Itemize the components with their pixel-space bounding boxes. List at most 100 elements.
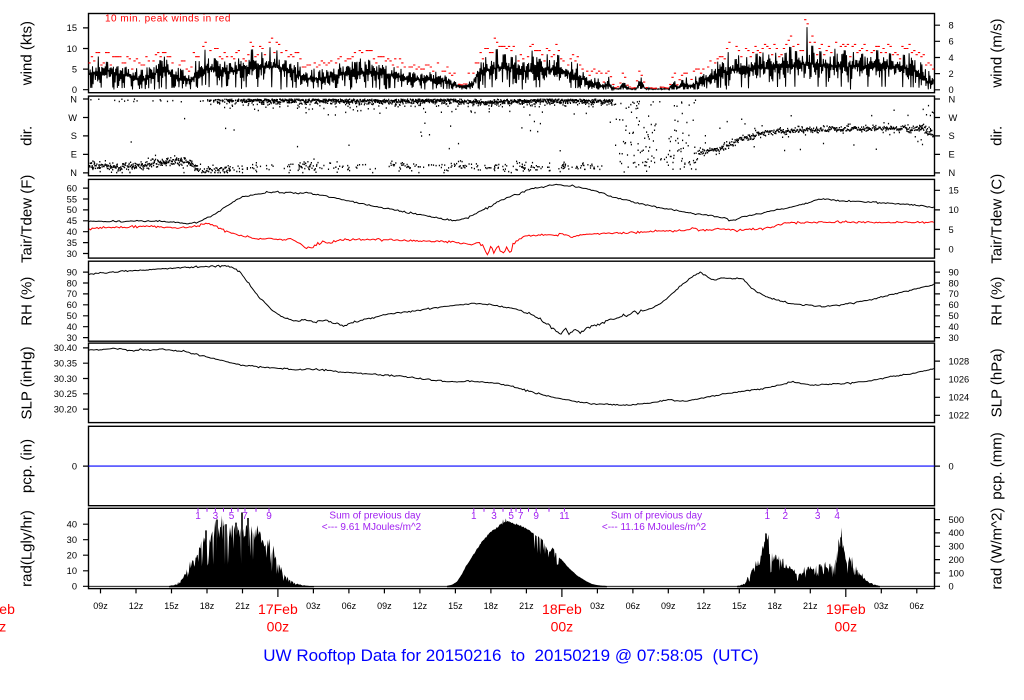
svg-text:30: 30 xyxy=(67,333,77,343)
svg-text:00z: 00z xyxy=(551,618,574,634)
svg-text:1028: 1028 xyxy=(949,356,970,366)
svg-text:10: 10 xyxy=(949,205,959,215)
svg-text:1024: 1024 xyxy=(949,393,970,403)
svg-text:0: 0 xyxy=(949,461,954,471)
svg-text:21z: 21z xyxy=(519,601,534,611)
svg-text:RH (%): RH (%) xyxy=(989,277,1006,326)
svg-text:45: 45 xyxy=(67,216,77,226)
svg-text:N: N xyxy=(70,94,77,104)
svg-text:40: 40 xyxy=(67,322,77,332)
svg-text:0: 0 xyxy=(72,85,77,95)
svg-text:9: 9 xyxy=(533,511,539,522)
svg-text:30: 30 xyxy=(949,333,959,343)
svg-text:0: 0 xyxy=(72,461,77,471)
svg-text:wind (m/s): wind (m/s) xyxy=(989,19,1006,89)
svg-text:1: 1 xyxy=(195,511,201,522)
svg-text:30.30: 30.30 xyxy=(54,374,77,384)
svg-text:0: 0 xyxy=(949,244,954,254)
svg-text:N: N xyxy=(949,168,956,178)
svg-text:12z: 12z xyxy=(413,601,428,611)
svg-text:00z: 00z xyxy=(0,618,6,634)
svg-text:40: 40 xyxy=(67,520,77,530)
svg-text:50: 50 xyxy=(67,311,77,321)
svg-text:SLP (hPa): SLP (hPa) xyxy=(989,348,1006,417)
svg-text:12z: 12z xyxy=(697,601,712,611)
svg-text:09z: 09z xyxy=(377,601,392,611)
svg-text:30.40: 30.40 xyxy=(54,343,77,353)
svg-text:Tair/Tdew (F): Tair/Tdew (F) xyxy=(19,175,36,263)
svg-text:60: 60 xyxy=(67,300,77,310)
svg-text:5: 5 xyxy=(508,511,514,522)
svg-text:16Feb: 16Feb xyxy=(0,601,15,617)
svg-text:1: 1 xyxy=(471,511,477,522)
svg-text:10 min. peak winds in red: 10 min. peak winds in red xyxy=(105,13,231,24)
svg-text:5: 5 xyxy=(229,511,235,522)
svg-text:70: 70 xyxy=(949,289,959,299)
svg-text:40: 40 xyxy=(949,322,959,332)
svg-text:60: 60 xyxy=(949,300,959,310)
svg-text:6: 6 xyxy=(949,37,954,47)
svg-text:E: E xyxy=(71,150,77,160)
svg-text:9: 9 xyxy=(266,511,272,522)
svg-text:2: 2 xyxy=(783,511,789,522)
svg-text:pcp. (mm): pcp. (mm) xyxy=(989,432,1006,500)
svg-text:50: 50 xyxy=(949,311,959,321)
svg-text:03z: 03z xyxy=(306,601,321,611)
svg-text:12z: 12z xyxy=(129,601,144,611)
svg-text:15: 15 xyxy=(949,186,959,196)
svg-text:4: 4 xyxy=(834,511,840,522)
svg-text:Tair/Tdew (C): Tair/Tdew (C) xyxy=(989,174,1006,264)
svg-text:Sum of previous day: Sum of previous day xyxy=(329,511,420,522)
svg-text:E: E xyxy=(949,150,955,160)
svg-text:1026: 1026 xyxy=(949,375,970,385)
svg-text:<--- 11.16 MJoules/m^2: <--- 11.16 MJoules/m^2 xyxy=(602,522,707,533)
svg-text:S: S xyxy=(949,131,955,141)
svg-text:wind (kts): wind (kts) xyxy=(19,21,36,86)
svg-text:30.25: 30.25 xyxy=(54,389,77,399)
svg-text:3: 3 xyxy=(491,511,497,522)
svg-text:2: 2 xyxy=(949,69,954,79)
svg-text:W: W xyxy=(949,113,958,123)
svg-text:09z: 09z xyxy=(661,601,676,611)
svg-text:100: 100 xyxy=(949,568,965,578)
svg-text:400: 400 xyxy=(949,528,965,538)
svg-text:90: 90 xyxy=(949,267,959,277)
svg-text:1: 1 xyxy=(765,511,771,522)
svg-text:50: 50 xyxy=(67,205,77,215)
svg-text:7: 7 xyxy=(518,511,524,522)
svg-text:18Feb: 18Feb xyxy=(542,601,582,617)
svg-text:60: 60 xyxy=(67,183,77,193)
svg-text:15z: 15z xyxy=(448,601,463,611)
svg-text:N: N xyxy=(70,168,77,178)
svg-text:90: 90 xyxy=(67,267,77,277)
svg-text:S: S xyxy=(71,131,77,141)
svg-text:rad(Lgly/hr): rad(Lgly/hr) xyxy=(19,510,36,587)
svg-text:30: 30 xyxy=(67,535,77,545)
svg-text:80: 80 xyxy=(949,278,959,288)
svg-text:3: 3 xyxy=(815,511,821,522)
svg-text:30.20: 30.20 xyxy=(54,404,77,414)
svg-text:dir.: dir. xyxy=(989,126,1006,146)
svg-text:0: 0 xyxy=(949,582,954,592)
svg-text:00z: 00z xyxy=(267,618,290,634)
svg-text:30: 30 xyxy=(67,249,77,259)
svg-text:500: 500 xyxy=(949,515,965,525)
svg-text:UW Rooftop Data for 20150216: UW Rooftop Data for 20150216 to 20150219… xyxy=(263,646,758,665)
svg-text:30.35: 30.35 xyxy=(54,359,77,369)
svg-text:00z: 00z xyxy=(835,618,858,634)
svg-text:0: 0 xyxy=(949,85,954,95)
svg-text:rad (W/m^2): rad (W/m^2) xyxy=(989,507,1006,589)
svg-text:N: N xyxy=(949,94,956,104)
svg-text:06z: 06z xyxy=(910,601,925,611)
svg-text:19Feb: 19Feb xyxy=(826,601,866,617)
svg-text:21z: 21z xyxy=(235,601,250,611)
svg-text:1022: 1022 xyxy=(949,411,970,421)
svg-text:15: 15 xyxy=(67,23,77,33)
svg-text:18z: 18z xyxy=(200,601,215,611)
svg-text:10: 10 xyxy=(67,44,77,54)
svg-text:5: 5 xyxy=(949,225,954,235)
svg-text:21z: 21z xyxy=(803,601,818,611)
svg-text:20: 20 xyxy=(67,551,77,561)
svg-text:18z: 18z xyxy=(484,601,499,611)
svg-text:17Feb: 17Feb xyxy=(258,601,298,617)
